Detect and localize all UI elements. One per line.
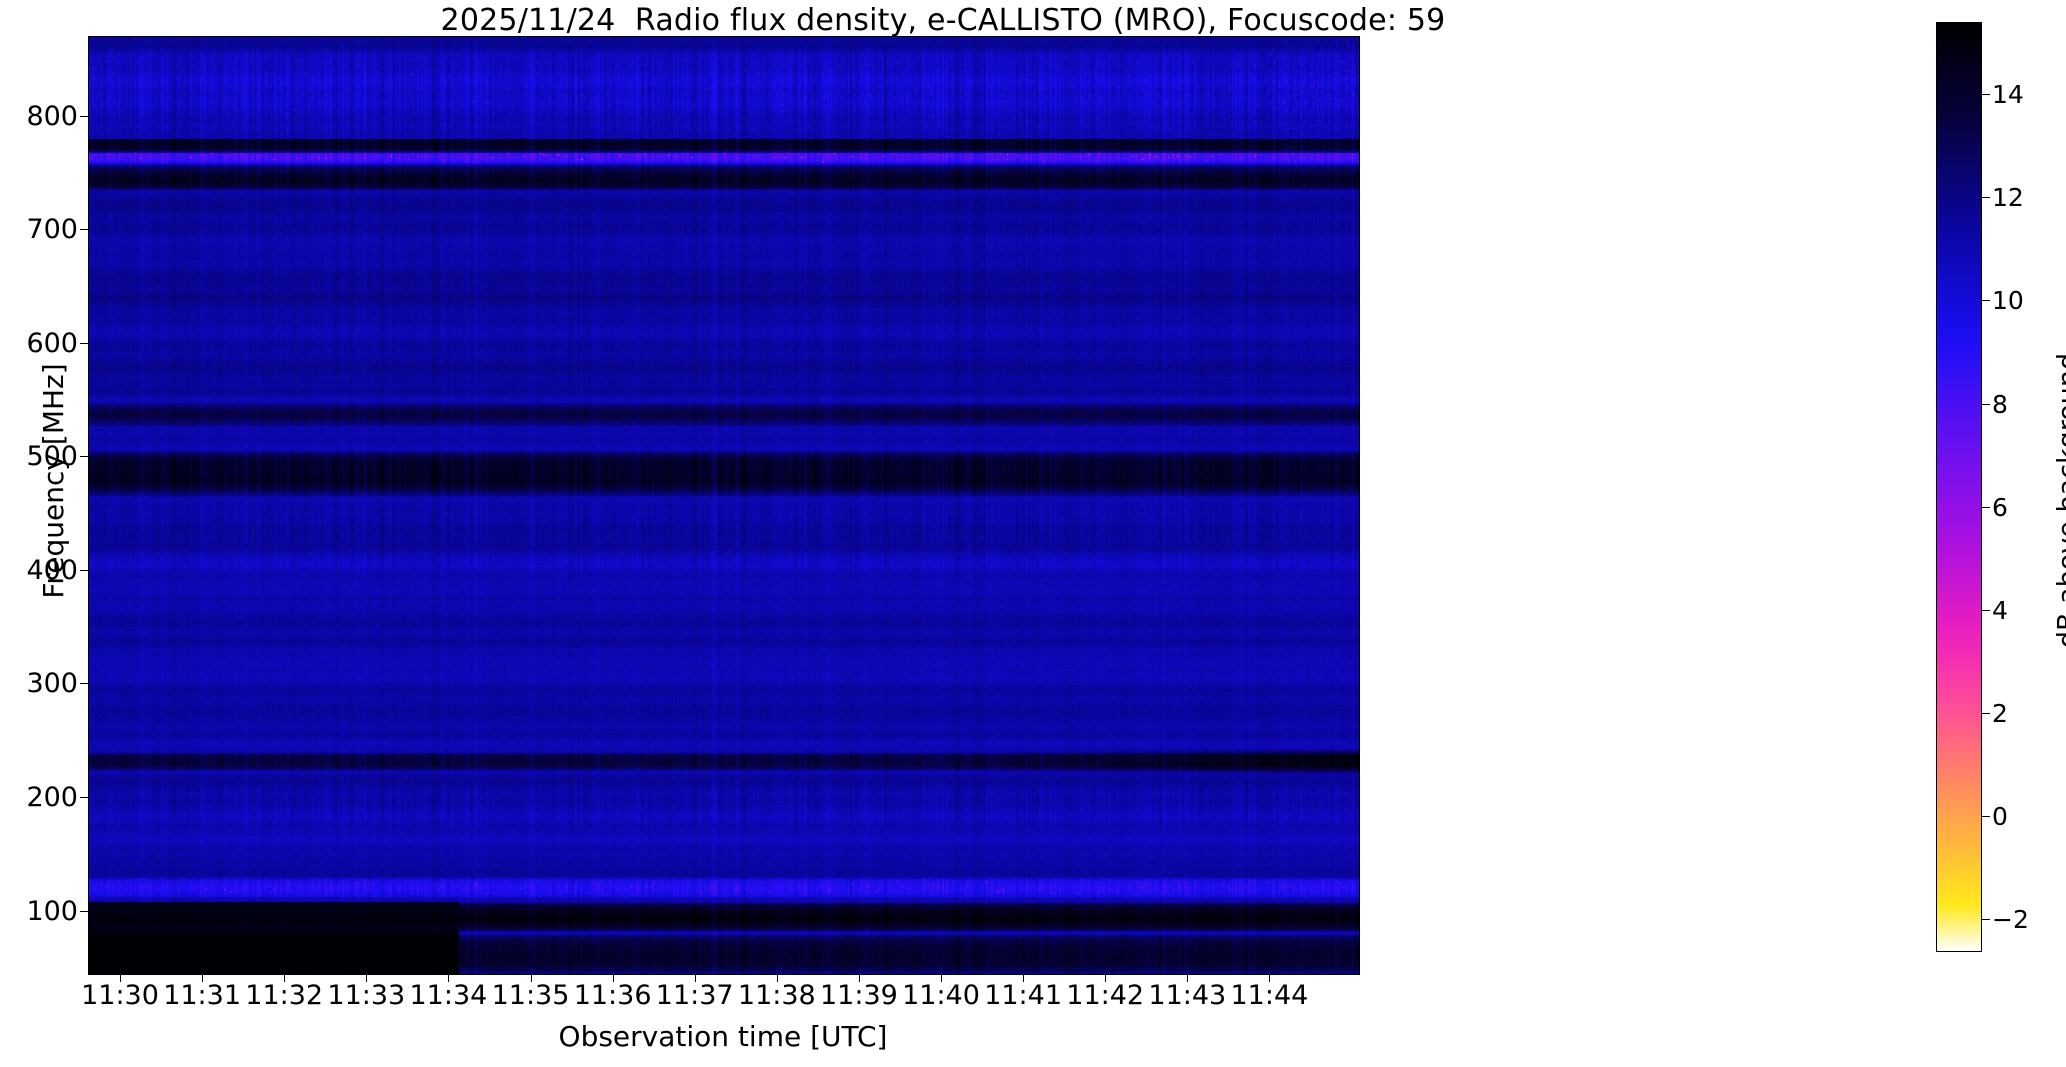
colorbar-tick-label: 6 bbox=[1992, 492, 2008, 522]
y-tick-label: 500 bbox=[26, 441, 78, 473]
y-tick-label: 300 bbox=[26, 668, 78, 700]
x-tick-mark bbox=[120, 974, 121, 982]
x-tick-mark bbox=[366, 974, 368, 982]
x-tick-label: 11:31 bbox=[163, 980, 241, 1011]
x-tick-label: 11:41 bbox=[984, 980, 1062, 1011]
y-tick-label: 600 bbox=[26, 327, 78, 359]
x-tick-label: 11:32 bbox=[245, 980, 324, 1011]
x-tick-label: 11:44 bbox=[1230, 980, 1309, 1011]
colorbar-tick-mark bbox=[1982, 197, 1990, 199]
y-tick-mark bbox=[80, 342, 88, 344]
colorbar-tick-label: 4 bbox=[1992, 595, 2008, 625]
colorbar-tick-label: −2 bbox=[1992, 905, 2029, 935]
x-axis-label: Observation time [UTC] bbox=[558, 1020, 888, 1053]
x-tick-mark bbox=[1105, 974, 1107, 982]
colorbar-tick-label: 10 bbox=[1992, 286, 2024, 316]
x-tick-label: 11:34 bbox=[409, 980, 488, 1011]
spectrogram-axes[interactable] bbox=[88, 36, 1360, 975]
y-tick-label: 400 bbox=[26, 554, 78, 586]
y-tick-mark bbox=[80, 229, 88, 231]
y-tick-mark bbox=[80, 683, 88, 685]
y-tick-label: 200 bbox=[26, 781, 78, 813]
spectrogram-image[interactable] bbox=[89, 37, 1359, 974]
x-tick-mark bbox=[530, 974, 532, 982]
x-tick-mark bbox=[612, 974, 614, 982]
colorbar-gradient bbox=[1937, 23, 1981, 951]
colorbar-tick-mark bbox=[1982, 300, 1990, 302]
colorbar-tick-mark bbox=[1982, 506, 1990, 508]
colorbar-tick-label: 8 bbox=[1992, 389, 2008, 419]
x-tick-mark bbox=[858, 974, 860, 982]
colorbar-tick-mark bbox=[1982, 712, 1990, 714]
colorbar-tick-label: 2 bbox=[1992, 698, 2008, 728]
colorbar-tick-label: 14 bbox=[1992, 80, 2024, 110]
colorbar-tick-mark bbox=[1982, 609, 1990, 611]
colorbar-tick-mark bbox=[1982, 94, 1990, 96]
y-tick-mark bbox=[80, 456, 88, 458]
y-tick-mark bbox=[80, 115, 88, 117]
x-tick-label: 11:35 bbox=[491, 980, 570, 1011]
x-tick-label: 11:43 bbox=[1148, 980, 1227, 1011]
x-tick-mark bbox=[694, 974, 696, 982]
y-tick-mark bbox=[80, 910, 88, 912]
colorbar-tick-mark bbox=[1982, 403, 1990, 405]
x-tick-label: 11:30 bbox=[81, 980, 159, 1011]
x-tick-label: 11:38 bbox=[737, 980, 816, 1011]
y-tick-mark bbox=[80, 569, 88, 571]
x-tick-label: 11:37 bbox=[655, 980, 734, 1011]
x-tick-mark bbox=[284, 974, 286, 982]
y-axis-label: Frequency [MHz] bbox=[37, 363, 70, 599]
colorbar-tick-label: 0 bbox=[1992, 801, 2008, 831]
x-tick-mark bbox=[1187, 974, 1189, 982]
y-tick-label: 100 bbox=[26, 895, 78, 927]
colorbar-tick-label: 12 bbox=[1992, 183, 2024, 213]
y-tick-label: 700 bbox=[26, 214, 78, 246]
y-tick-mark bbox=[80, 796, 88, 798]
page-title: 2025/11/24 Radio flux density, e-CALLIST… bbox=[440, 3, 1446, 38]
x-tick-mark bbox=[448, 974, 450, 982]
x-tick-label: 11:33 bbox=[327, 980, 406, 1011]
colorbar-axes[interactable] bbox=[1936, 22, 1982, 952]
x-tick-mark bbox=[1269, 974, 1271, 982]
x-tick-label: 11:36 bbox=[573, 980, 652, 1011]
x-tick-label: 11:39 bbox=[819, 980, 898, 1011]
colorbar-tick-mark bbox=[1982, 815, 1990, 817]
x-tick-label: 11:40 bbox=[902, 980, 980, 1011]
y-tick-label: 800 bbox=[26, 100, 78, 132]
x-tick-mark bbox=[1023, 974, 1025, 982]
x-tick-label: 11:42 bbox=[1066, 980, 1145, 1011]
x-tick-mark bbox=[941, 974, 942, 982]
colorbar-tick-mark bbox=[1982, 919, 1990, 921]
x-tick-mark bbox=[776, 974, 778, 982]
x-tick-mark bbox=[202, 974, 204, 982]
